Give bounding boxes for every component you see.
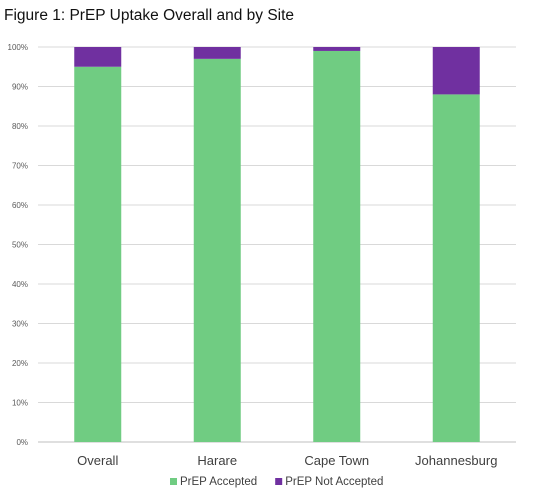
bar-segment-prep-not-accepted — [313, 47, 361, 51]
y-tick-label: 90% — [12, 83, 28, 92]
y-tick-label: 60% — [12, 201, 28, 210]
y-tick-label: 30% — [12, 320, 28, 329]
y-tick-label: 10% — [12, 399, 28, 408]
bars — [74, 47, 480, 443]
x-category-label: Overall — [77, 453, 118, 468]
bar-segment-prep-not-accepted — [74, 47, 122, 67]
figure-title: Figure 1: PrEP Uptake Overall and by Sit… — [4, 7, 295, 24]
y-tick-label: 40% — [12, 280, 28, 289]
y-axis-ticks: 0% 10% 20% 30% 40% 50% 60% 70% 80% 90% 100% — [8, 43, 28, 447]
legend-label: PrEP Not Accepted — [285, 476, 383, 488]
bar-segment-prep-accepted — [74, 66, 122, 442]
bar-segment-prep-accepted — [432, 94, 480, 443]
bar-segment-prep-accepted — [313, 50, 361, 442]
y-tick-label: 0% — [16, 438, 28, 447]
bar-segment-prep-not-accepted — [193, 47, 241, 59]
y-tick-label: 80% — [12, 122, 28, 131]
bar-segment-prep-not-accepted — [432, 47, 480, 95]
y-tick-label: 100% — [8, 43, 28, 52]
y-tick-label: 70% — [12, 162, 28, 171]
x-category-label: Cape Town — [304, 453, 369, 468]
bar-segment-prep-accepted — [193, 58, 241, 442]
y-tick-label: 20% — [12, 359, 28, 368]
legend-swatch — [170, 478, 177, 485]
x-axis-categories: Overall Harare Cape Town Johannesburg — [77, 453, 497, 468]
legend-swatch — [275, 478, 283, 485]
legend-label: PrEP Accepted — [180, 476, 257, 488]
x-category-label: Johannesburg — [415, 453, 497, 468]
x-category-label: Harare — [197, 453, 237, 468]
y-tick-label: 50% — [12, 241, 28, 250]
legend: PrEP Accepted PrEP Not Accepted — [170, 476, 383, 488]
